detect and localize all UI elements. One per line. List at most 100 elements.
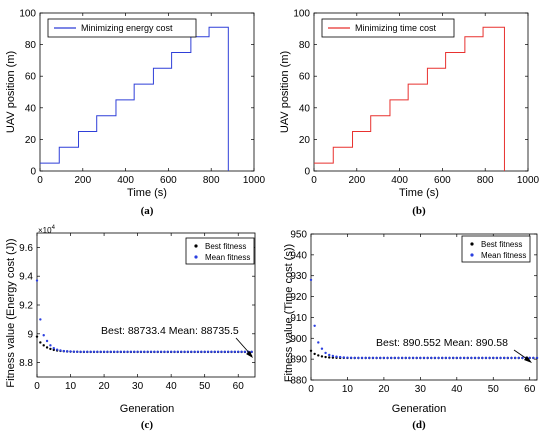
legend-marker-best-c <box>194 244 198 248</box>
mean-fitness-point <box>386 356 389 360</box>
x-tick-label: 200 <box>74 175 91 186</box>
mean-fitness-point <box>133 350 136 353</box>
x-tick-label: 400 <box>117 175 134 186</box>
mean-fitness-point <box>49 344 52 347</box>
annotation-d: Best: 890.552 Mean: 890.58 <box>376 337 508 349</box>
best-fitness-point <box>42 344 45 347</box>
mean-fitness-point <box>123 350 126 353</box>
mean-fitness-point <box>488 356 491 360</box>
mean-fitness-point <box>210 350 213 353</box>
mean-fitness-point <box>404 356 407 360</box>
mean-fitness-point <box>462 356 466 360</box>
best-fitness-point <box>331 356 335 359</box>
mean-fitness-point <box>313 324 316 327</box>
mean-fitness-point <box>143 350 146 353</box>
mean-fitness-point <box>65 350 69 353</box>
mean-fitness-point <box>473 356 477 360</box>
mean-fitness-point <box>59 349 62 352</box>
x-tick-label: 40 <box>166 381 178 392</box>
y-tick-label: 60 <box>25 72 37 83</box>
mean-fitness-point <box>223 350 227 353</box>
mean-fitness-point <box>411 356 415 360</box>
y-tick-label: 950 <box>290 230 307 241</box>
y-tick-label: 20 <box>299 135 311 146</box>
mean-fitness-point <box>213 350 216 353</box>
y-tick-label: 9.6 <box>19 243 33 254</box>
xlabel-c: Generation <box>120 403 174 415</box>
best-fitness-point <box>309 349 313 352</box>
best-fitness-point <box>49 347 52 351</box>
mean-fitness-point <box>360 356 364 360</box>
mean-fitness-point <box>338 355 342 359</box>
x-tick-label: 1000 <box>243 175 266 186</box>
mean-fitness-point <box>243 350 247 353</box>
ylabel-c: Fitness value (Energy cost (J)) <box>5 238 17 387</box>
y-tick-label: 0 <box>304 167 310 178</box>
mean-fitness-point <box>72 350 76 353</box>
x-tick-label: 60 <box>524 384 536 395</box>
exponent-power-c: 4 <box>52 225 56 231</box>
mean-fitness-point <box>102 350 106 353</box>
mean-fitness-point <box>408 356 411 360</box>
best-fitness-point <box>320 355 324 358</box>
legend-label-best-d: Best fitness <box>481 240 522 249</box>
mean-fitness-point <box>389 356 393 360</box>
mean-fitness-point <box>136 350 139 353</box>
mean-fitness-point <box>206 350 210 353</box>
best-fitness-point <box>313 352 316 356</box>
legend-label-b: Minimizing time cost <box>355 23 437 33</box>
best-fitness-point <box>39 341 42 344</box>
y-tick-label: 880 <box>290 376 307 387</box>
mean-fitness-point <box>237 350 240 353</box>
mean-fitness-point <box>226 350 230 353</box>
mean-fitness-point <box>397 356 400 360</box>
annotation-arrow-head-c <box>246 351 253 358</box>
mean-fitness-point <box>426 356 429 360</box>
y-tick-label: 100 <box>19 9 36 20</box>
y-tick-label: 60 <box>299 72 311 83</box>
mean-fitness-point <box>513 356 517 360</box>
mean-fitness-point <box>39 318 42 321</box>
mean-fitness-point <box>146 350 149 353</box>
mean-fitness-point <box>346 356 349 359</box>
mean-fitness-point <box>459 356 462 360</box>
mean-fitness-point <box>422 356 426 360</box>
x-tick-label: 0 <box>34 381 40 392</box>
x-tick-label: 800 <box>477 175 494 186</box>
plot-area-d <box>309 233 539 381</box>
legend-c: Best fitness Mean fitness <box>185 237 255 265</box>
panel-a: 0 200 400 600 800 1000 0 20 40 60 80 100 Minimizing… <box>5 9 266 218</box>
mean-fitness-point <box>320 347 324 350</box>
mean-fitness-point <box>400 356 404 360</box>
mean-fitness-point <box>481 356 484 360</box>
mean-fitness-point <box>139 350 143 353</box>
x-tick-label: 200 <box>348 175 365 186</box>
x-tick-label: 20 <box>378 384 390 395</box>
mean-fitness-point <box>510 356 513 360</box>
x-tick-label: 20 <box>99 381 111 392</box>
y-tick-label: 9.2 <box>19 301 33 312</box>
y-tick-label: 100 <box>293 9 310 20</box>
series-line-b <box>314 26 505 171</box>
mean-fitness-point <box>35 279 39 282</box>
y-tick-label: 9 <box>27 329 33 340</box>
mean-fitness-point <box>430 356 433 360</box>
x-tick-label: 0 <box>308 384 314 395</box>
mean-fitness-point <box>331 354 335 358</box>
mean-fitness-point <box>499 356 502 360</box>
mean-fitness-point <box>126 350 129 353</box>
axes-frame-d <box>310 233 538 381</box>
mean-fitness-point <box>353 356 356 360</box>
mean-fitness-point <box>159 350 163 353</box>
x-tick-label: 60 <box>233 381 245 392</box>
exponent-label-c: ×104 <box>38 225 56 235</box>
ticks-b: 0 200 400 600 800 1000 0 20 40 60 80 100 <box>293 9 539 187</box>
x-tick-label: 0 <box>311 175 317 186</box>
x-tick-label: 30 <box>415 384 427 395</box>
x-tick-label: 0 <box>37 175 43 186</box>
mean-fitness-point <box>528 356 531 360</box>
mean-fitness-point <box>437 356 440 360</box>
mean-fitness-point <box>357 356 360 360</box>
y-tick-label: 900 <box>290 334 307 345</box>
caption-a: (a) <box>141 205 154 217</box>
